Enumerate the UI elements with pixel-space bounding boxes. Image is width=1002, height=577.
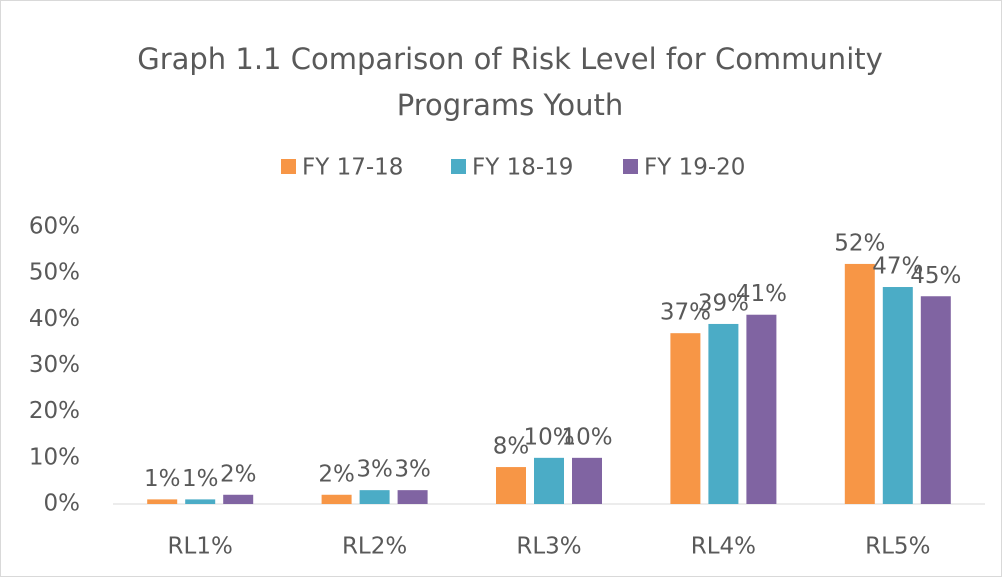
legend-swatch (281, 159, 296, 174)
y-tick-label: 20% (29, 398, 80, 424)
data-label: 2% (220, 461, 257, 487)
y-tick-label: 40% (29, 306, 80, 332)
bar (321, 494, 352, 504)
data-label: 1% (182, 466, 219, 492)
data-label: 52% (834, 230, 885, 256)
data-label: 10% (561, 424, 612, 450)
chart-title: Graph 1.1 Comparison of Risk Level for C… (137, 42, 883, 122)
bar (670, 333, 701, 504)
data-label: 47% (872, 254, 923, 280)
x-tick-label: RL2% (342, 534, 407, 560)
data-label: 1% (144, 466, 181, 492)
bar (844, 263, 875, 504)
x-tick-label: RL4% (691, 534, 756, 560)
bar (185, 499, 216, 504)
y-tick-label: 50% (29, 260, 80, 286)
bar (397, 490, 428, 504)
bar (572, 457, 602, 504)
data-label: 41% (736, 281, 787, 307)
legend-label: FY 18-19 (472, 155, 573, 181)
legend-swatch (451, 159, 466, 174)
y-tick-label: 10% (29, 444, 80, 470)
x-tick-label: RL3% (516, 534, 581, 560)
y-tick-label: 0% (44, 491, 81, 517)
bar (534, 457, 564, 504)
bar (746, 314, 777, 504)
data-label: 37% (660, 300, 711, 326)
bar (920, 296, 951, 504)
bar (359, 490, 390, 504)
legend-swatch (623, 159, 638, 174)
legend-label: FY 19-20 (644, 155, 745, 181)
y-tick-label: 60% (29, 214, 80, 240)
bar (223, 494, 254, 504)
data-label: 8% (493, 434, 530, 460)
bar (496, 467, 526, 504)
legend-label: FY 17-18 (302, 155, 403, 181)
bar (882, 287, 913, 504)
bar (147, 499, 178, 504)
data-label: 3% (394, 457, 431, 483)
x-tick-label: RL1% (168, 534, 233, 560)
data-label: 39% (698, 290, 749, 316)
data-label: 10% (523, 424, 574, 450)
data-label: 45% (910, 263, 961, 289)
bar (708, 323, 739, 504)
data-label: 3% (356, 457, 393, 483)
x-tick-label: RL5% (865, 534, 930, 560)
data-label: 2% (318, 461, 355, 487)
y-tick-label: 30% (29, 352, 80, 378)
